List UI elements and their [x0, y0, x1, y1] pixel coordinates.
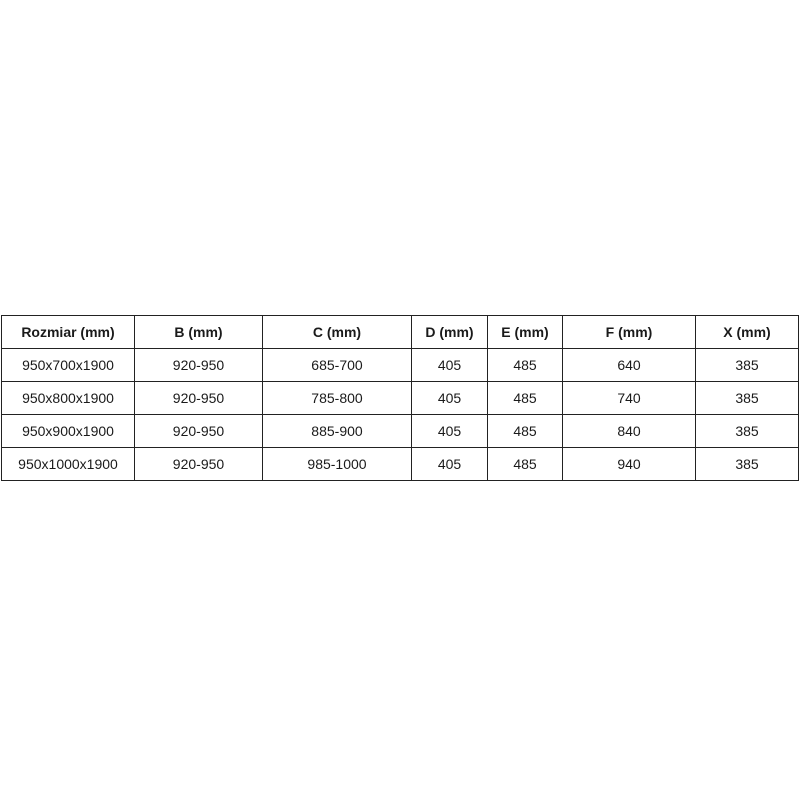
table-cell: 840 — [562, 414, 696, 448]
column-header: X (mm) — [695, 315, 799, 349]
table-cell: 405 — [411, 348, 488, 382]
table-cell: 485 — [487, 414, 563, 448]
column-header: Rozmiar (mm) — [1, 315, 135, 349]
table-cell: 640 — [562, 348, 696, 382]
table-cell: 920-950 — [134, 447, 263, 481]
table-cell: 785-800 — [262, 381, 412, 415]
table-cell: 920-950 — [134, 381, 263, 415]
table-cell: 385 — [695, 414, 799, 448]
table-cell: 685-700 — [262, 348, 412, 382]
table-row: 950x900x1900 920-950 885-900 405 485 840 385 — [1, 414, 799, 448]
table-cell: 740 — [562, 381, 696, 415]
column-header: F (mm) — [562, 315, 696, 349]
table-cell: 985-1000 — [262, 447, 412, 481]
table-cell: 950x800x1900 — [1, 381, 135, 415]
dimensions-table: Rozmiar (mm) B (mm) C (mm) D (mm) E (mm) F (m… — [1, 315, 799, 481]
table-cell: 940 — [562, 447, 696, 481]
table-header-row: Rozmiar (mm) B (mm) C (mm) D (mm) E (mm) F (m… — [1, 315, 799, 349]
table-cell: 950x1000x1900 — [1, 447, 135, 481]
table-cell: 950x700x1900 — [1, 348, 135, 382]
table-row: 950x700x1900 920-950 685-700 405 485 640 385 — [1, 348, 799, 382]
table-cell: 405 — [411, 414, 488, 448]
table-row: 950x800x1900 920-950 785-800 405 485 740 385 — [1, 381, 799, 415]
table-cell: 485 — [487, 447, 563, 481]
column-header: D (mm) — [411, 315, 488, 349]
table-cell: 385 — [695, 381, 799, 415]
table-cell: 385 — [695, 348, 799, 382]
table-cell: 485 — [487, 381, 563, 415]
table-cell: 920-950 — [134, 348, 263, 382]
table-row: 950x1000x1900 920-950 985-1000 405 485 940 385 — [1, 447, 799, 481]
table-cell: 885-900 — [262, 414, 412, 448]
table-cell: 485 — [487, 348, 563, 382]
table-cell: 405 — [411, 381, 488, 415]
column-header: E (mm) — [487, 315, 563, 349]
table-cell: 385 — [695, 447, 799, 481]
table-cell: 920-950 — [134, 414, 263, 448]
column-header: B (mm) — [134, 315, 263, 349]
table-cell: 950x900x1900 — [1, 414, 135, 448]
column-header: C (mm) — [262, 315, 412, 349]
table-cell: 405 — [411, 447, 488, 481]
